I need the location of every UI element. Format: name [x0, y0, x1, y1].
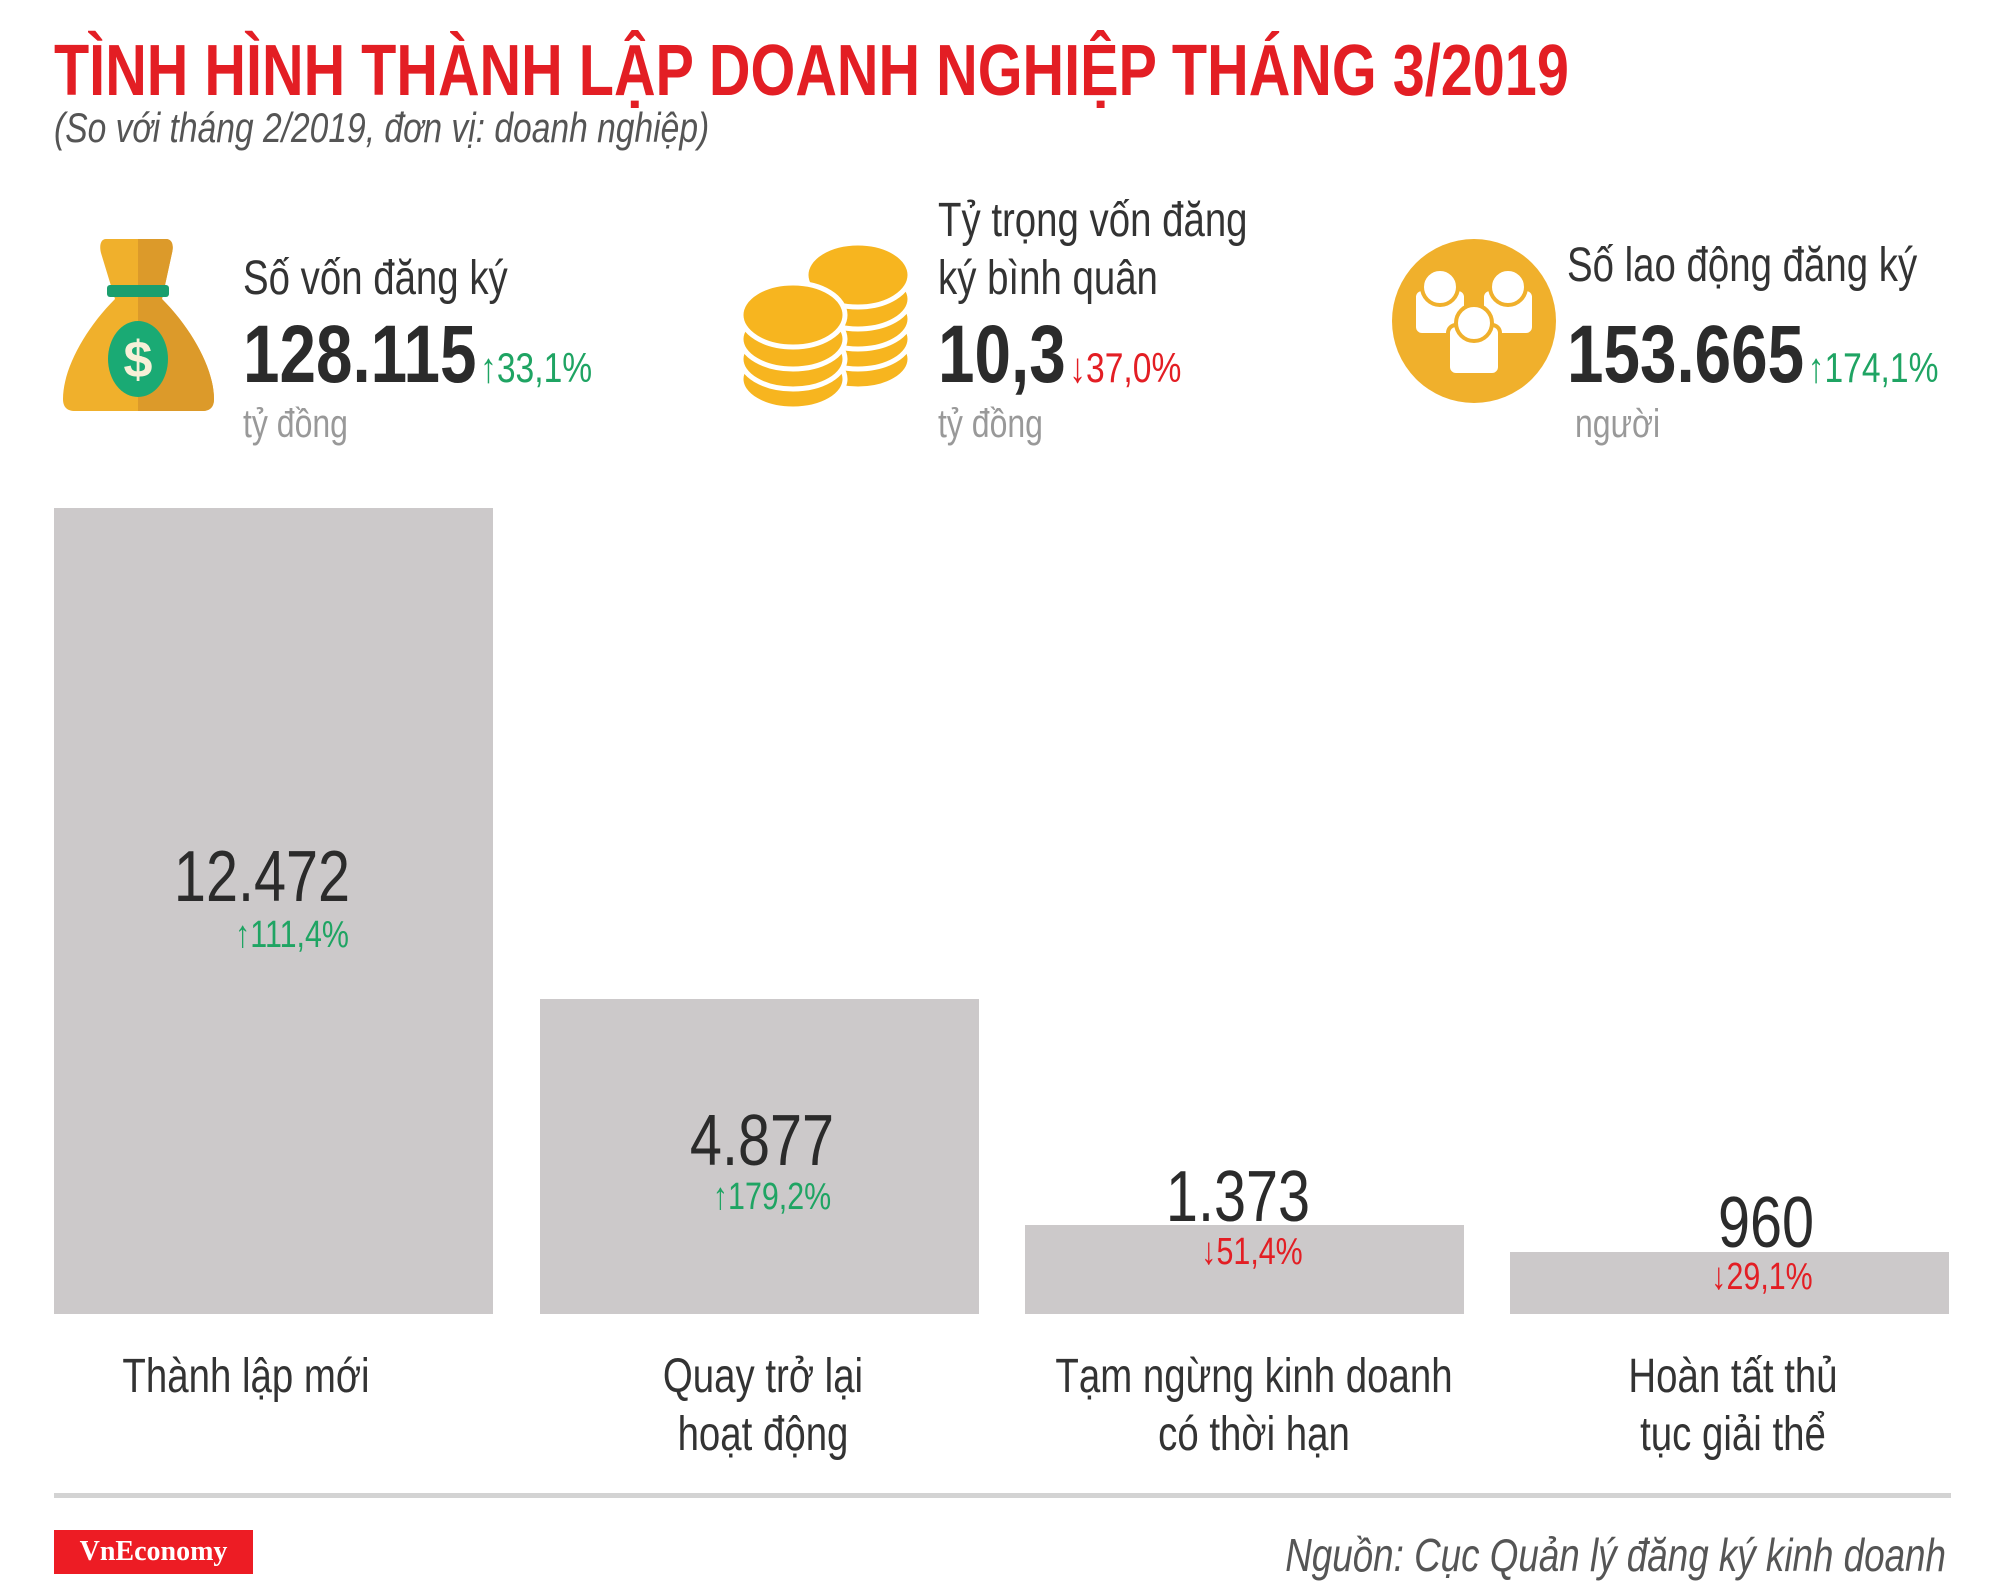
- category-label: Thành lập mới: [122, 1348, 369, 1406]
- bar-value-label: 960: [1717, 1183, 1815, 1263]
- bar-value-label: 12.472: [173, 837, 351, 917]
- page-subtitle: (So với tháng 2/2019, đơn vị: doanh nghi…: [54, 104, 710, 151]
- bar-value-label: 1.373: [1165, 1157, 1311, 1237]
- bar-value-label: 4.877: [689, 1101, 835, 1181]
- people-icon: [1392, 239, 1556, 403]
- category-label: Hoàn tất thủ tục giải thể: [1628, 1348, 1837, 1464]
- stat-capital: 128.115 ↑33,1%: [243, 308, 592, 402]
- vneconomy-logo: VnEconomy: [54, 1530, 253, 1574]
- bar-change-label: ↓29,1%: [1711, 1256, 1813, 1298]
- stat-labor-label: Số lao động đăng ký: [1567, 239, 1918, 292]
- stat-avg-capital-value: 10,3: [938, 309, 1066, 400]
- category-label-line: có thời hạn: [1158, 1408, 1350, 1461]
- stat-avg-capital: 10,3 ↓37,0%: [938, 308, 1181, 402]
- category-label-line: hoạt động: [677, 1408, 849, 1461]
- page-title: TÌNH HÌNH THÀNH LẬP DOANH NGHIỆP THÁNG 3…: [54, 31, 1569, 111]
- bar-tam-ngung: [1025, 1225, 1464, 1314]
- category-label: Tạm ngừng kinh doanh có thời hạn: [1055, 1348, 1452, 1464]
- stat-avg-capital-change: ↓37,0%: [1069, 344, 1182, 391]
- stat-avg-capital-unit: tỷ đồng: [938, 402, 1043, 446]
- money-bag-icon: $: [63, 239, 214, 411]
- category-label-line: Thành lập mới: [122, 1350, 370, 1403]
- stat-capital-unit: tỷ đồng: [243, 402, 348, 446]
- stat-labor-unit: người: [1575, 402, 1661, 446]
- source-note: Nguồn: Cục Quản lý đăng ký kinh doanh: [1285, 1529, 1946, 1581]
- category-label-line: Hoàn tất thủ: [1628, 1350, 1838, 1403]
- stat-avg-capital-label-1: Tỷ trọng vốn đăng: [938, 194, 1248, 247]
- stat-capital-value: 128.115: [243, 309, 477, 400]
- divider: [54, 1493, 1951, 1498]
- stat-capital-label: Số vốn đăng ký: [243, 252, 508, 305]
- stat-labor-change: ↑174,1%: [1807, 344, 1939, 391]
- coins-icon: [738, 240, 913, 412]
- stat-labor-value: 153.665: [1567, 309, 1805, 400]
- stat-labor: 153.665 ↑174,1%: [1567, 308, 1938, 402]
- bar-giai-the: [1510, 1251, 1949, 1314]
- category-label-line: tục giải thể: [1640, 1408, 1826, 1461]
- category-label-line: Tạm ngừng kinh doanh: [1055, 1350, 1453, 1403]
- bar-change-label: ↓51,4%: [1201, 1231, 1303, 1273]
- svg-text:$: $: [124, 331, 153, 389]
- category-label: Quay trở lại hoạt động: [663, 1348, 863, 1464]
- bar-change-label: ↑179,2%: [712, 1176, 832, 1218]
- bar-quay-tro-lai: [540, 998, 979, 1314]
- category-label-line: Quay trở lại: [662, 1350, 864, 1403]
- bar-change-label: ↑111,4%: [235, 914, 349, 956]
- stat-avg-capital-label-2: ký bình quân: [938, 252, 1158, 305]
- bar-thanh-lap-moi: [54, 508, 493, 1314]
- stat-capital-change: ↑33,1%: [480, 344, 593, 391]
